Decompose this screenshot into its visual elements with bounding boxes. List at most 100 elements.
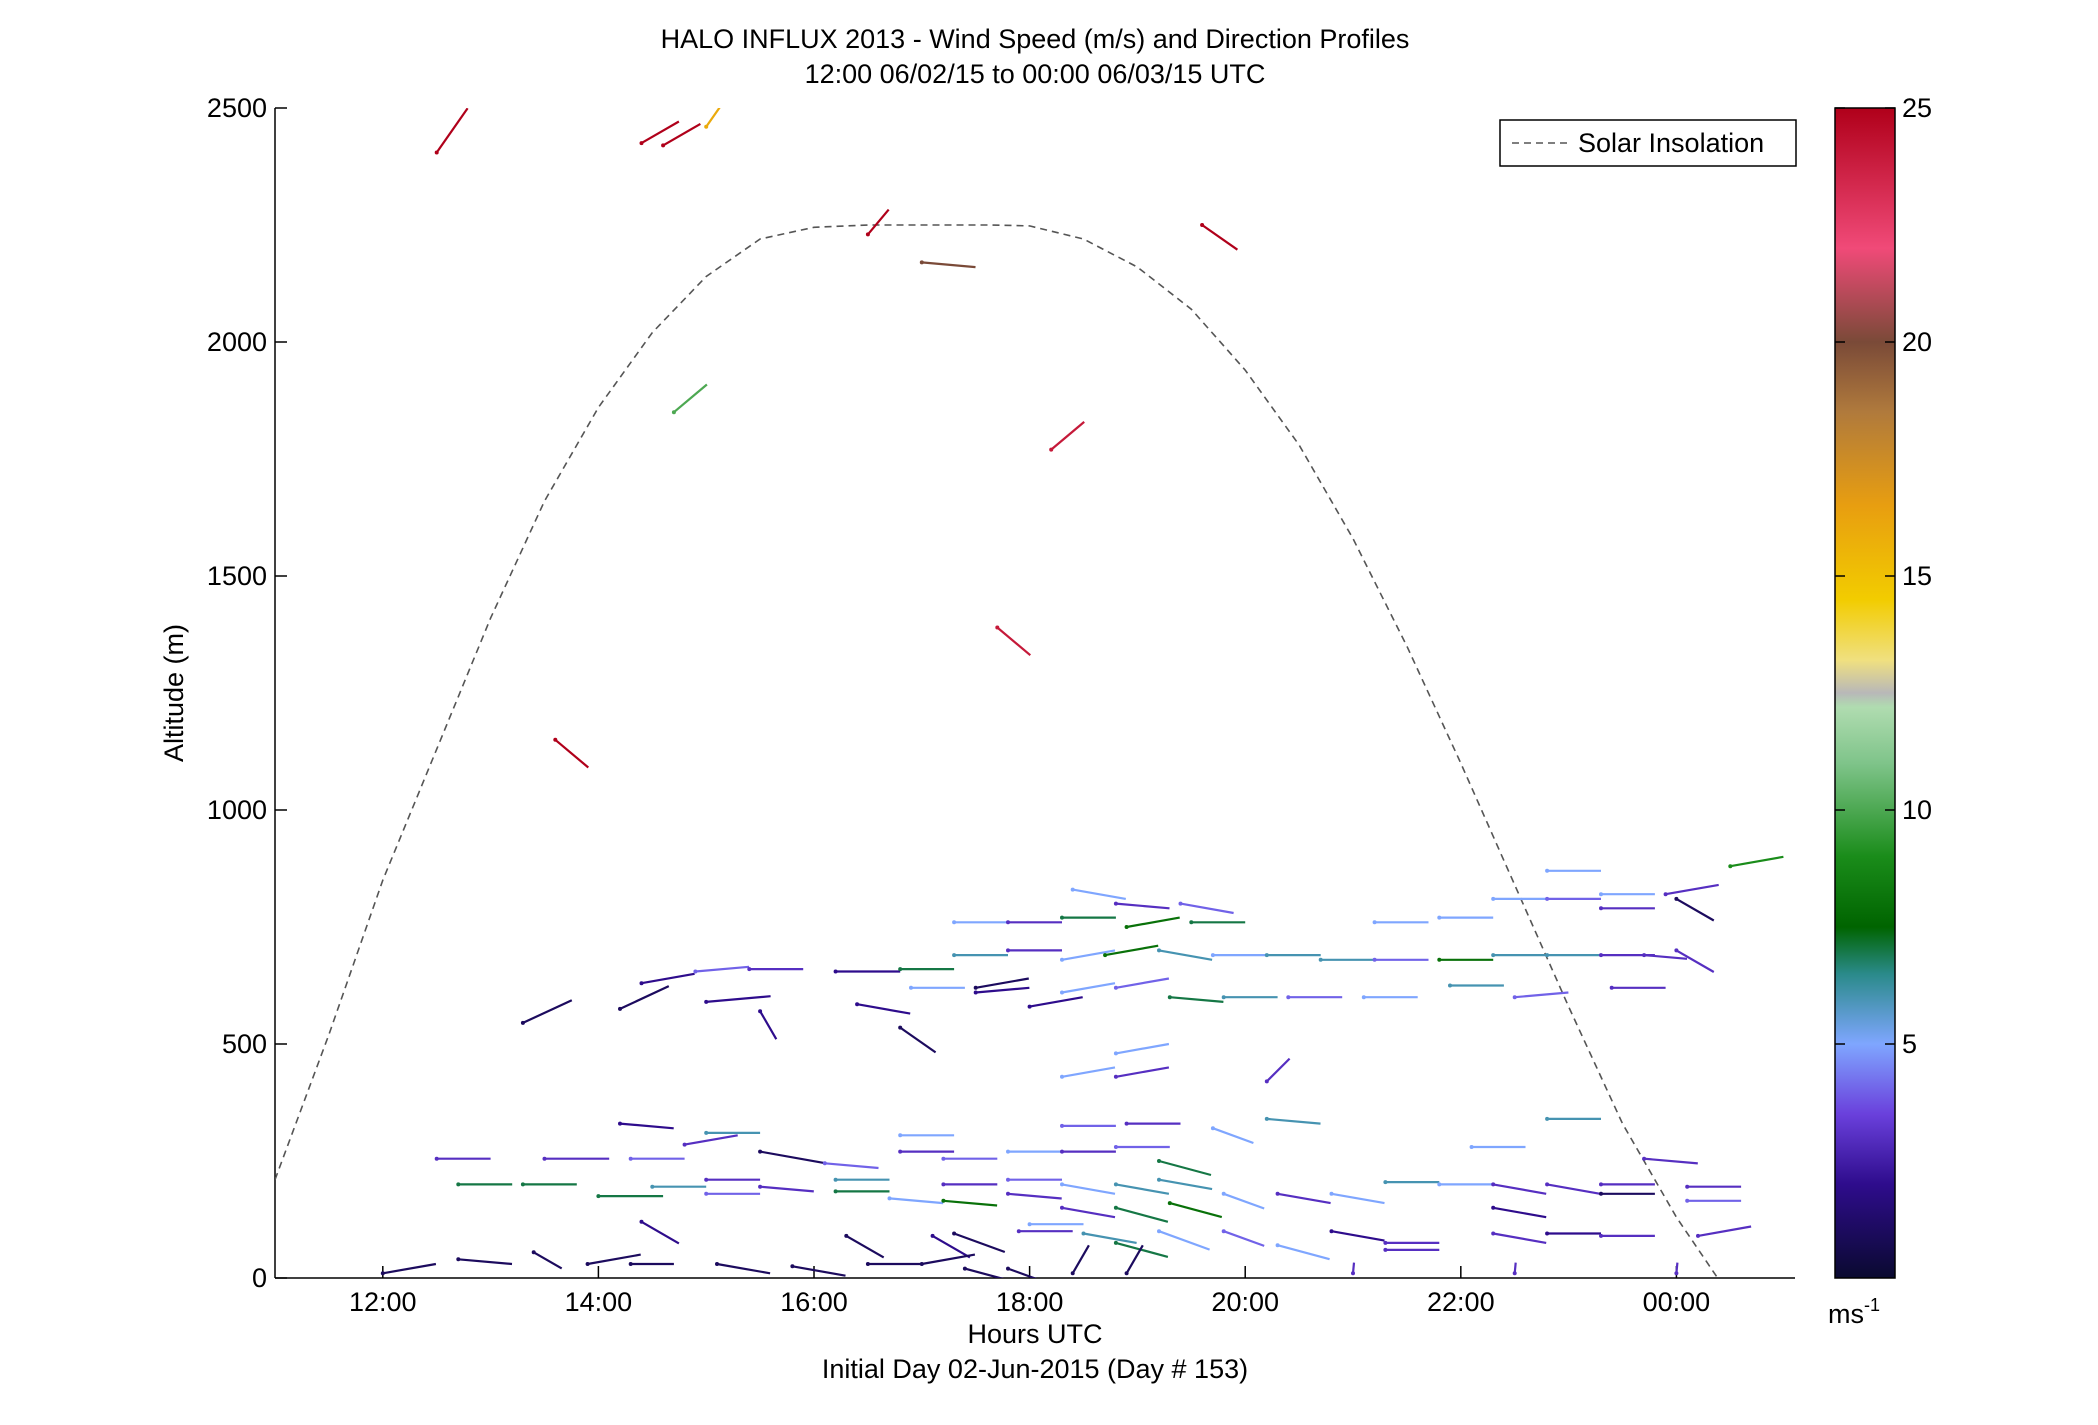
wind-vector-origin — [1609, 985, 1614, 990]
wind-vector-origin — [434, 150, 439, 155]
wind-vector-origin — [898, 967, 903, 972]
wind-vector-origin — [1006, 1177, 1010, 1182]
wind-vector — [458, 1258, 513, 1266]
wind-vector-origin — [456, 1257, 461, 1262]
wind-vector-origin — [520, 1020, 525, 1025]
wind-vector — [759, 1150, 824, 1164]
colorbar-tick-label: 5 — [1902, 1029, 1917, 1059]
wind-vector — [1158, 1159, 1212, 1177]
wind-vector-origin — [1113, 1240, 1118, 1245]
wind-vector-origin — [1437, 1182, 1442, 1187]
wind-vector-origin — [1685, 1198, 1690, 1203]
wind-vector-origin — [1006, 948, 1010, 953]
wind-vector — [1115, 902, 1170, 910]
x-tick-label: 20:00 — [1211, 1287, 1279, 1317]
wind-vector-origin — [1545, 868, 1550, 873]
wind-vector — [1266, 1117, 1321, 1125]
wind-vector — [1212, 1127, 1254, 1145]
wind-vector — [1277, 1244, 1330, 1261]
x-tick-label: 22:00 — [1427, 1287, 1495, 1317]
wind-vector-origin — [1674, 1271, 1679, 1276]
wind-vector — [1007, 1192, 1062, 1200]
y-tick-label: 1500 — [207, 561, 267, 591]
wind-vector — [673, 383, 708, 414]
wind-vector — [1007, 1267, 1037, 1278]
wind-vector — [554, 738, 590, 769]
wind-vector-origin — [844, 1233, 849, 1238]
wind-vector-origin — [822, 1161, 827, 1166]
wind-vector-origin — [898, 1149, 903, 1154]
wind-vector — [1277, 1192, 1331, 1205]
wind-vector — [1546, 1183, 1601, 1195]
wind-vector-origin — [1275, 1243, 1280, 1248]
y-tick-label: 1000 — [207, 795, 267, 825]
wind-vector-origin — [1113, 1074, 1118, 1079]
wind-vector-origin — [639, 141, 644, 146]
wind-vector — [1061, 1206, 1116, 1219]
wind-vector-origin — [1264, 1079, 1269, 1084]
wind-vector — [1493, 1232, 1547, 1244]
wind-vector-origin — [1545, 953, 1550, 958]
wind-vector-origin — [1329, 1229, 1334, 1234]
wind-vector-origin — [1006, 1191, 1010, 1196]
wind-vector-origin — [952, 920, 957, 925]
wind-vector-origin — [1361, 995, 1366, 1000]
wind-vector-origin — [1060, 1205, 1064, 1210]
wind-vector-origin — [639, 1219, 644, 1224]
wind-vector — [1115, 1206, 1169, 1223]
wind-vector — [953, 1232, 1006, 1254]
wind-vector-origin — [1663, 892, 1668, 897]
wind-vector-origin — [1275, 1191, 1280, 1196]
wind-vector — [619, 1122, 674, 1130]
wind-vector — [760, 1185, 814, 1193]
wind-vector-origin — [995, 625, 1000, 630]
wind-vector-origin — [628, 1262, 633, 1266]
wind-vector — [1266, 1057, 1291, 1083]
wind-vector-origin — [682, 1142, 687, 1147]
wind-vector — [824, 1162, 879, 1170]
plot-area — [275, 108, 1795, 1278]
wind-vector-origin — [628, 1156, 633, 1161]
wind-vector — [435, 108, 469, 154]
wind-vector-origin — [1103, 953, 1108, 958]
wind-vector-origin — [1060, 957, 1064, 962]
x-axis-ticks: 12:00 14:00 16:00 18:00 20:00 22:00 00:00 — [349, 1266, 1710, 1317]
wind-vector — [619, 985, 670, 1010]
chart-subtitle: 12:00 06/02/15 to 00:00 06/03/15 UTC — [805, 59, 1266, 89]
y-axis-ticks: 0 500 1000 1500 2000 2500 — [207, 93, 287, 1293]
wind-vector-origin — [865, 1262, 870, 1266]
wind-vector-origin — [1642, 953, 1647, 958]
wind-vector-origin — [1599, 906, 1603, 911]
wind-vector-origin — [1383, 1180, 1388, 1185]
wind-vector — [1180, 902, 1234, 915]
wind-vector-origin — [1469, 1145, 1474, 1149]
wind-vector — [1158, 949, 1213, 961]
wind-vector-origin — [1157, 1159, 1161, 1163]
wind-vector — [899, 1026, 937, 1054]
wind-vector-origin — [941, 1198, 946, 1203]
wind-vector — [1061, 1066, 1116, 1078]
wind-vector-origin — [941, 1156, 946, 1161]
wind-vector — [716, 1262, 771, 1275]
wind-vector-origin — [553, 737, 558, 742]
wind-vector — [1115, 1042, 1170, 1055]
wind-vector-origin — [1006, 1266, 1010, 1271]
wind-vector-origin — [650, 1184, 655, 1189]
wind-vector-origin — [1060, 1182, 1064, 1187]
wind-vector-origin — [1113, 1205, 1118, 1210]
wind-vector — [1158, 1230, 1210, 1251]
wind-vector-origin — [704, 1130, 709, 1135]
wind-vector — [1223, 1230, 1265, 1247]
wind-vector-origin — [887, 1196, 892, 1201]
wind-vector — [1158, 1178, 1213, 1191]
wind-vector — [1675, 949, 1715, 973]
wind-vector-origin — [585, 1262, 590, 1266]
wind-vector-origin — [909, 985, 913, 990]
wind-vector-origin — [1060, 1123, 1064, 1128]
wind-vector-origin — [898, 1133, 903, 1138]
wind-vector-origin — [661, 143, 666, 148]
wind-vector-origin — [1210, 1126, 1215, 1131]
wind-vector — [845, 1234, 885, 1259]
wind-vector — [1071, 1244, 1090, 1274]
